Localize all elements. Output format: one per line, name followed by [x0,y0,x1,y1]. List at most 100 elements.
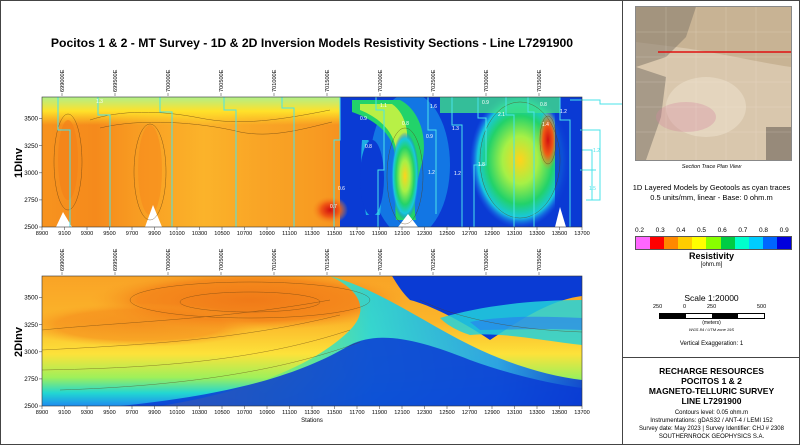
panel-1d-heatmap: 1.3 1.1 0.9 0.8 0.6 0.8 0.9 1.3 1.2 0.9 … [42,97,582,227]
scale-tick: 500 [757,304,767,310]
trace-label: 0.7 [330,204,337,210]
y-tick-label: 2750 [24,376,38,383]
trace-label: 1.3 [96,99,103,105]
x-tick-label: 8900 [36,410,48,416]
trace-label: 0.6 [338,186,345,192]
x-tick-label: 13700 [574,410,590,416]
axis-ticks-layer: 8900 9100 9300 9500 9700 9900 10100 10300 10500 1… [24,69,590,416]
trace-label: 0.8 [402,121,409,127]
scale-title: Scale 1:20000 [684,293,739,303]
colorbar-swatch [664,237,679,249]
projection: WGS 84 / UTM zone 19S [688,327,735,332]
x-tick-label: 13300 [529,231,545,237]
x-tick-label: 9300 [81,410,93,416]
x-tick-label: 11700 [349,410,364,416]
trace-label: 1.2 [560,109,567,115]
trace-label: 1.6 [430,104,437,110]
x-tick-label: 10700 [237,410,253,416]
x-tick-label: 10900 [259,231,275,237]
x-tick-label: 8900 [36,231,48,237]
main-title: Pocitos 1 & 2 - MT Survey - 1D & 2D Inve… [50,36,574,50]
colorbar-swatch [692,237,707,249]
trace-label: 0.9 [360,116,367,122]
x-tick-label: 12500 [439,231,455,237]
x-tick-label: 13500 [552,410,568,416]
colorbar-swatch [678,237,693,249]
x-tick-label: 12500 [439,410,455,416]
x-tick-label: 10300 [192,231,208,237]
x-tick-label: 10500 [214,231,230,237]
trace-label: 1.2 [428,170,435,176]
station-label: 700500E [219,248,225,271]
x-tick-label: 11100 [282,410,297,416]
y-tick-label: 2500 [24,224,38,231]
ylabel-2d: 2DInv [13,326,25,357]
x-tick-label: 9700 [126,410,138,416]
trace-label: 0.8 [365,144,372,150]
x-tick-label: 13300 [529,410,545,416]
colorbar-swatch [636,237,651,249]
trace-label: 0.8 [540,102,547,108]
station-label: 703000E [484,69,490,92]
colorbar-label: 0.9 [779,227,789,234]
survey-date: Survey date: May 2023 | Survey Identifie… [639,426,784,432]
x-tick-label: 12700 [462,410,478,416]
x-tick-label: 13700 [574,231,590,237]
colorbar-swatch [762,237,777,249]
x-tick-label: 10300 [192,410,208,416]
station-label: 699500E [113,248,119,271]
scale-tick: 250 [653,304,663,310]
station-label: 701000E [272,248,278,271]
station-label: 703500E [537,248,543,271]
contours-level: Contours level: 0.05 ohm.m [674,410,749,416]
x-tick-label: 9500 [103,231,115,237]
scale-bar [659,313,765,319]
x-tick-label: 11100 [282,231,297,237]
x-tick-label: 9700 [126,231,138,237]
trace-label: 0.9 [482,100,489,106]
y-tick-label: 3500 [24,295,38,302]
colorbar-swatch [776,237,792,249]
station-label: 699000E [60,69,66,92]
colorbar-title: Resistivity [688,251,735,261]
station-label: 702000E [378,69,384,92]
section-trace-map [635,6,792,161]
x-tick-label: 12900 [484,410,500,416]
x-tick-label: 13100 [507,410,523,416]
x-tick-label: 9100 [58,410,70,416]
trace-label: 1.2 [454,171,461,177]
station-label: 701500E [325,248,331,271]
y-tick-label: 2500 [24,403,38,410]
y-tick-label: 3250 [24,322,38,329]
title-block-divider [623,357,800,358]
connector-label: 1.2 [593,148,600,154]
x-tick-label: 13100 [507,231,523,237]
x-tick-label: 11500 [327,231,342,237]
station-label: 700000E [166,248,172,271]
colorbar-label: 0.8 [759,227,769,234]
x-tick-label: 12300 [417,231,433,237]
x-tick-label: 12900 [484,231,500,237]
trace-label: 1.8 [478,162,485,168]
trace-connector: 1.2 1.5 [570,99,622,201]
model-note-1: 1D Layered Models by Geotools as cyan tr… [632,183,791,192]
colorbar-label: 0.4 [676,227,686,234]
x-tick-label: 11700 [349,231,364,237]
station-label: 700500E [219,69,225,92]
colorbar-label: 0.6 [717,227,727,234]
station-label: 699500E [113,69,119,92]
x-tick-label: 9500 [103,410,115,416]
trace-label: 1.4 [542,122,549,128]
station-label: 701000E [272,69,278,92]
panel-2d-heatmap [42,276,582,406]
x-tick-label: 12300 [417,410,433,416]
y-tick-label: 3000 [24,349,38,356]
x-tick-label: 11500 [327,410,342,416]
colorbar-label: 0.3 [655,227,665,234]
x-tick-label: 10900 [259,410,275,416]
station-label: 702500E [431,69,437,92]
x-tick-label: 10700 [237,231,253,237]
instrumentation: Instrumentations: gDAS32 / ANT-4 / LEMI … [650,418,773,424]
trace-label: 1.3 [452,126,459,132]
right-panel: Section Trace Plan View 1D Layered Model… [622,0,800,444]
